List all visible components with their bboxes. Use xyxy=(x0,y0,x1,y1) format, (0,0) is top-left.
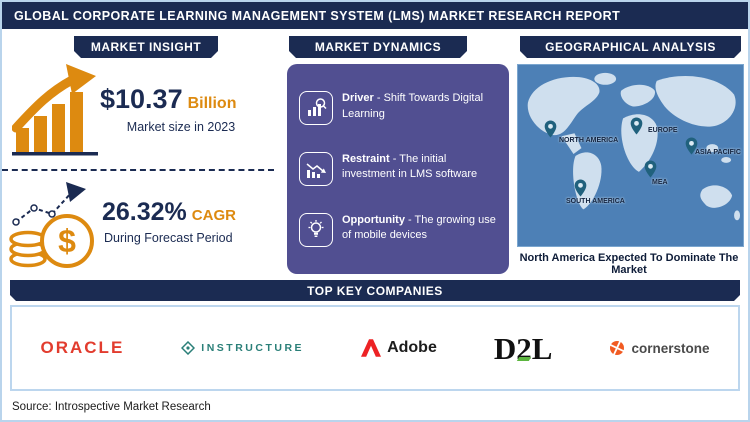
d2l-green-accent xyxy=(516,356,532,361)
instructure-mark-icon xyxy=(181,341,196,355)
region-label-europe: EUROPE xyxy=(648,127,678,134)
logo-cornerstone: cornerstone xyxy=(609,340,709,356)
dynamics-item-opportunity: Opportunity - The growing use of mobile … xyxy=(299,212,497,247)
instructure-wordmark: INSTRUCTURE xyxy=(201,342,305,354)
adobe-wordmark: Adobe xyxy=(387,339,437,356)
cagr-line: 26.32% CAGR xyxy=(102,198,236,227)
cagr-value: 26.32% xyxy=(102,198,187,226)
driver-label: Driver xyxy=(342,92,374,105)
dynamics-item-driver: Driver - Shift Towards Digital Learning xyxy=(299,91,497,126)
opportunity-desc: - The growing use of mobile devices xyxy=(342,213,496,242)
companies-logo-strip: ORACLE INSTRUCTURE Adobe D2L xyxy=(10,305,740,391)
map-pin-europe xyxy=(630,117,643,135)
logo-d2l: D2L xyxy=(494,333,553,364)
lightbulb-idea-icon xyxy=(299,212,333,247)
oracle-wordmark: ORACLE xyxy=(40,338,125,357)
dynamics-item-text: Opportunity - The growing use of mobile … xyxy=(342,213,497,244)
bar-chart-magnifier-icon xyxy=(299,91,333,126)
logo-adobe: Adobe xyxy=(361,339,437,357)
market-size-line: $10.37 Billion xyxy=(100,84,236,115)
region-label-south-america: SOUTH AMERICA xyxy=(566,198,625,205)
logo-instructure: INSTRUCTURE xyxy=(181,341,304,355)
report-title-bar: GLOBAL CORPORATE LEARNING MANAGEMENT SYS… xyxy=(2,2,748,29)
geo-caption: North America Expected To Dominate The M… xyxy=(519,252,739,276)
cornerstone-pinwheel-icon xyxy=(609,340,626,356)
market-size-value: $10.37 xyxy=(100,84,183,114)
world-map-panel: NORTH AMERICA EUROPE ASIA PACIFIC MEA SO… xyxy=(517,64,744,247)
top-key-companies-heading: TOP KEY COMPANIES xyxy=(10,280,740,301)
dynamics-item-restraint: Restraint - The initial investment in LM… xyxy=(299,151,497,186)
growth-bar-chart-icon xyxy=(12,64,98,156)
market-insight-heading: MARKET INSIGHT xyxy=(74,36,218,58)
report-title: GLOBAL CORPORATE LEARNING MANAGEMENT SYS… xyxy=(14,8,621,23)
market-size-unit: Billion xyxy=(187,95,237,112)
top-key-companies-heading-label: TOP KEY COMPANIES xyxy=(307,283,443,298)
map-pin-asia-pacific xyxy=(685,137,698,155)
market-dynamics-heading: MARKET DYNAMICS xyxy=(289,36,467,58)
svg-text:$: $ xyxy=(58,223,76,259)
cagr-caption: During Forecast Period xyxy=(104,231,233,245)
logo-oracle: ORACLE xyxy=(41,338,125,358)
map-pin-north-america xyxy=(544,120,557,138)
restraint-label: Restraint xyxy=(342,152,390,165)
restraint-desc: - The initial investment in LMS software xyxy=(342,152,478,181)
driver-desc: - Shift Towards Digital Learning xyxy=(342,92,484,120)
declining-chart-icon xyxy=(299,151,333,186)
region-label-mea: MEA xyxy=(652,179,668,186)
adobe-a-icon xyxy=(361,339,382,357)
cornerstone-wordmark: cornerstone xyxy=(631,340,710,356)
region-label-asia-pacific: ASIA PACIFIC xyxy=(695,149,741,156)
region-label-north-america: NORTH AMERICA xyxy=(559,137,619,144)
source-attribution: Source: Introspective Market Research xyxy=(12,401,211,413)
map-pin-south-america xyxy=(574,179,587,197)
cagr-label: CAGR xyxy=(191,207,236,224)
market-insight-heading-label: MARKET INSIGHT xyxy=(90,40,202,54)
dynamics-item-text: Restraint - The initial investment in LM… xyxy=(342,152,497,183)
geographical-analysis-heading: GEOGRAPHICAL ANALYSIS xyxy=(520,36,741,58)
opportunity-label: Opportunity xyxy=(342,213,405,226)
dynamics-item-text: Driver - Shift Towards Digital Learning xyxy=(342,91,497,122)
market-size-caption: Market size in 2023 xyxy=(126,120,236,134)
geographical-analysis-heading-label: GEOGRAPHICAL ANALYSIS xyxy=(545,40,716,54)
section-divider xyxy=(2,169,274,171)
coins-dollar-growth-icon: $ xyxy=(9,182,94,268)
market-dynamics-panel: Driver - Shift Towards Digital Learning … xyxy=(287,64,509,274)
map-pin-mea xyxy=(644,160,657,178)
market-dynamics-heading-label: MARKET DYNAMICS xyxy=(314,40,442,54)
